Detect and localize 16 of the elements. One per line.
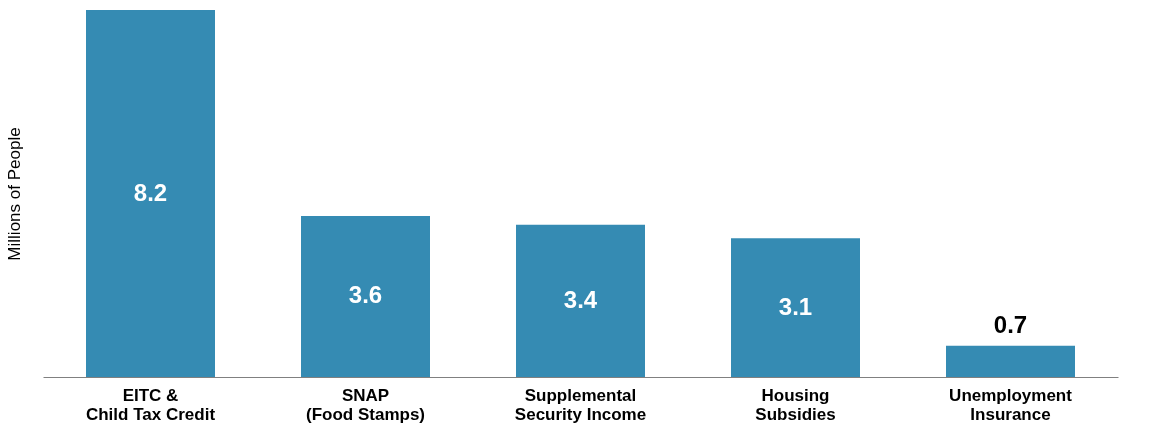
bar (86, 10, 215, 377)
bar (731, 238, 860, 377)
x-tick-label: Housing Subsidies (755, 385, 836, 424)
bar (946, 345, 1075, 377)
data-label: 0.7 (993, 310, 1028, 338)
bar (301, 215, 430, 377)
y-axis-title: Millions of People (4, 127, 24, 261)
data-label: 3.1 (778, 292, 813, 320)
x-tick-label: Supplemental Security Income (514, 385, 647, 424)
data-label: 3.4 (563, 285, 598, 313)
data-label: 3.6 (348, 281, 383, 309)
data-label: 8.2 (133, 178, 168, 206)
x-tick-label: SNAP (Food Stamps) (306, 385, 425, 424)
bar (516, 224, 645, 377)
x-tick-label: EITC & Child Tax Credit (85, 385, 216, 424)
x-tick-label: Unemployment Insurance (949, 385, 1073, 424)
